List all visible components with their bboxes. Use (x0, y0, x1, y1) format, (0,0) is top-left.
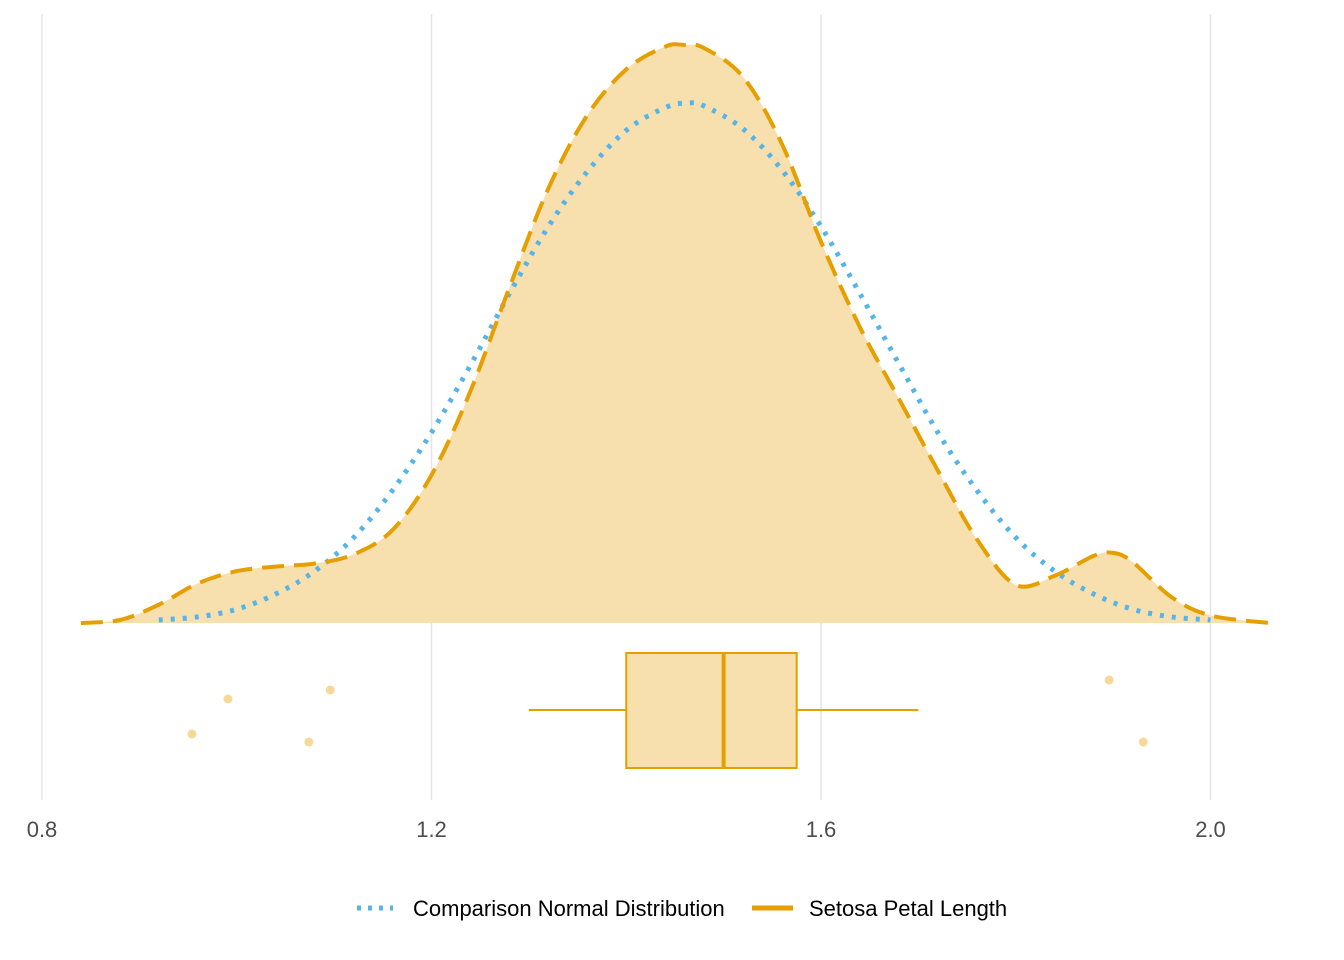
legend-label-normal: Comparison Normal Distribution (413, 896, 725, 921)
x-axis: 0.8 1.2 1.6 2.0 (27, 817, 1226, 842)
boxplot-outlier (325, 685, 335, 695)
density-layer (80, 42, 1270, 625)
density-curve (80, 42, 1270, 625)
boxplot-box (625, 652, 798, 769)
x-tick-label-1.6: 1.6 (806, 817, 837, 842)
boxplot (187, 652, 1148, 769)
legend-label-setosa: Setosa Petal Length (809, 896, 1007, 921)
boxplot-outlier (304, 737, 314, 747)
boxplot-outlier (223, 694, 233, 704)
boxplot-outlier (1138, 737, 1148, 747)
boxplot-outlier (1104, 675, 1114, 685)
x-tick-label-1.2: 1.2 (416, 817, 447, 842)
density-area (80, 44, 1269, 624)
legend: Comparison Normal Distribution Setosa Pe… (357, 896, 1007, 921)
x-tick-label-2.0: 2.0 (1195, 817, 1226, 842)
x-tick-label-0.8: 0.8 (27, 817, 58, 842)
boxplot-outlier (187, 729, 197, 739)
